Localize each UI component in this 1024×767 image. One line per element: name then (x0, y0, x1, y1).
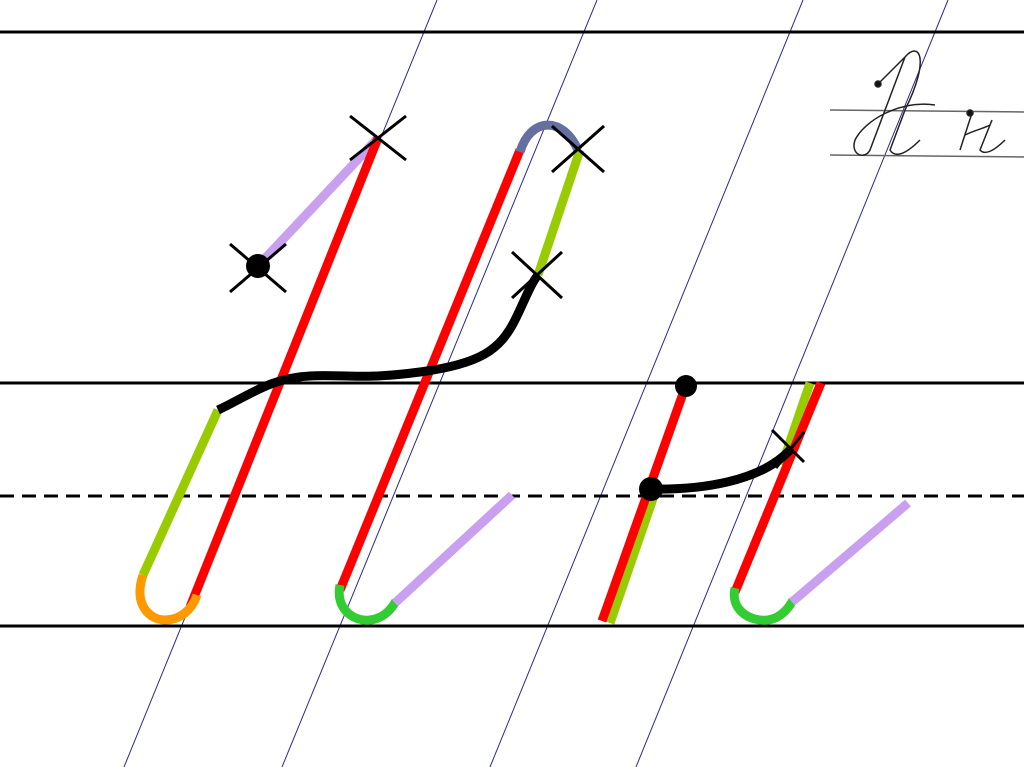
top-arc (515, 120, 583, 154)
green-lower-stroke-3 (605, 488, 661, 625)
sample-letters-image (829, 50, 1024, 158)
green-upstroke-left (138, 408, 223, 577)
red-lower-stroke-4 (730, 381, 826, 594)
cross-marker (349, 114, 407, 162)
orange-loop (135, 573, 202, 625)
lavender-exit-stroke-1 (391, 491, 516, 607)
start-dot (246, 254, 270, 278)
start-dot (639, 477, 663, 501)
green-bottom-curve-1 (334, 584, 400, 625)
green-downstroke-right (533, 148, 585, 277)
cross-marker (551, 124, 605, 174)
lavender-exit-stroke-2 (789, 499, 911, 606)
red-lower-stroke-3 (597, 383, 691, 623)
lavender-entry-stroke (254, 134, 382, 270)
red-main-stroke-1 (185, 136, 383, 609)
connector-stroke (216, 272, 542, 415)
cross-marker (770, 428, 806, 469)
lower-connector-stroke (650, 446, 794, 494)
start-dot (675, 375, 697, 397)
cross-marker (510, 250, 564, 300)
green-bottom-curve-2 (729, 587, 798, 625)
